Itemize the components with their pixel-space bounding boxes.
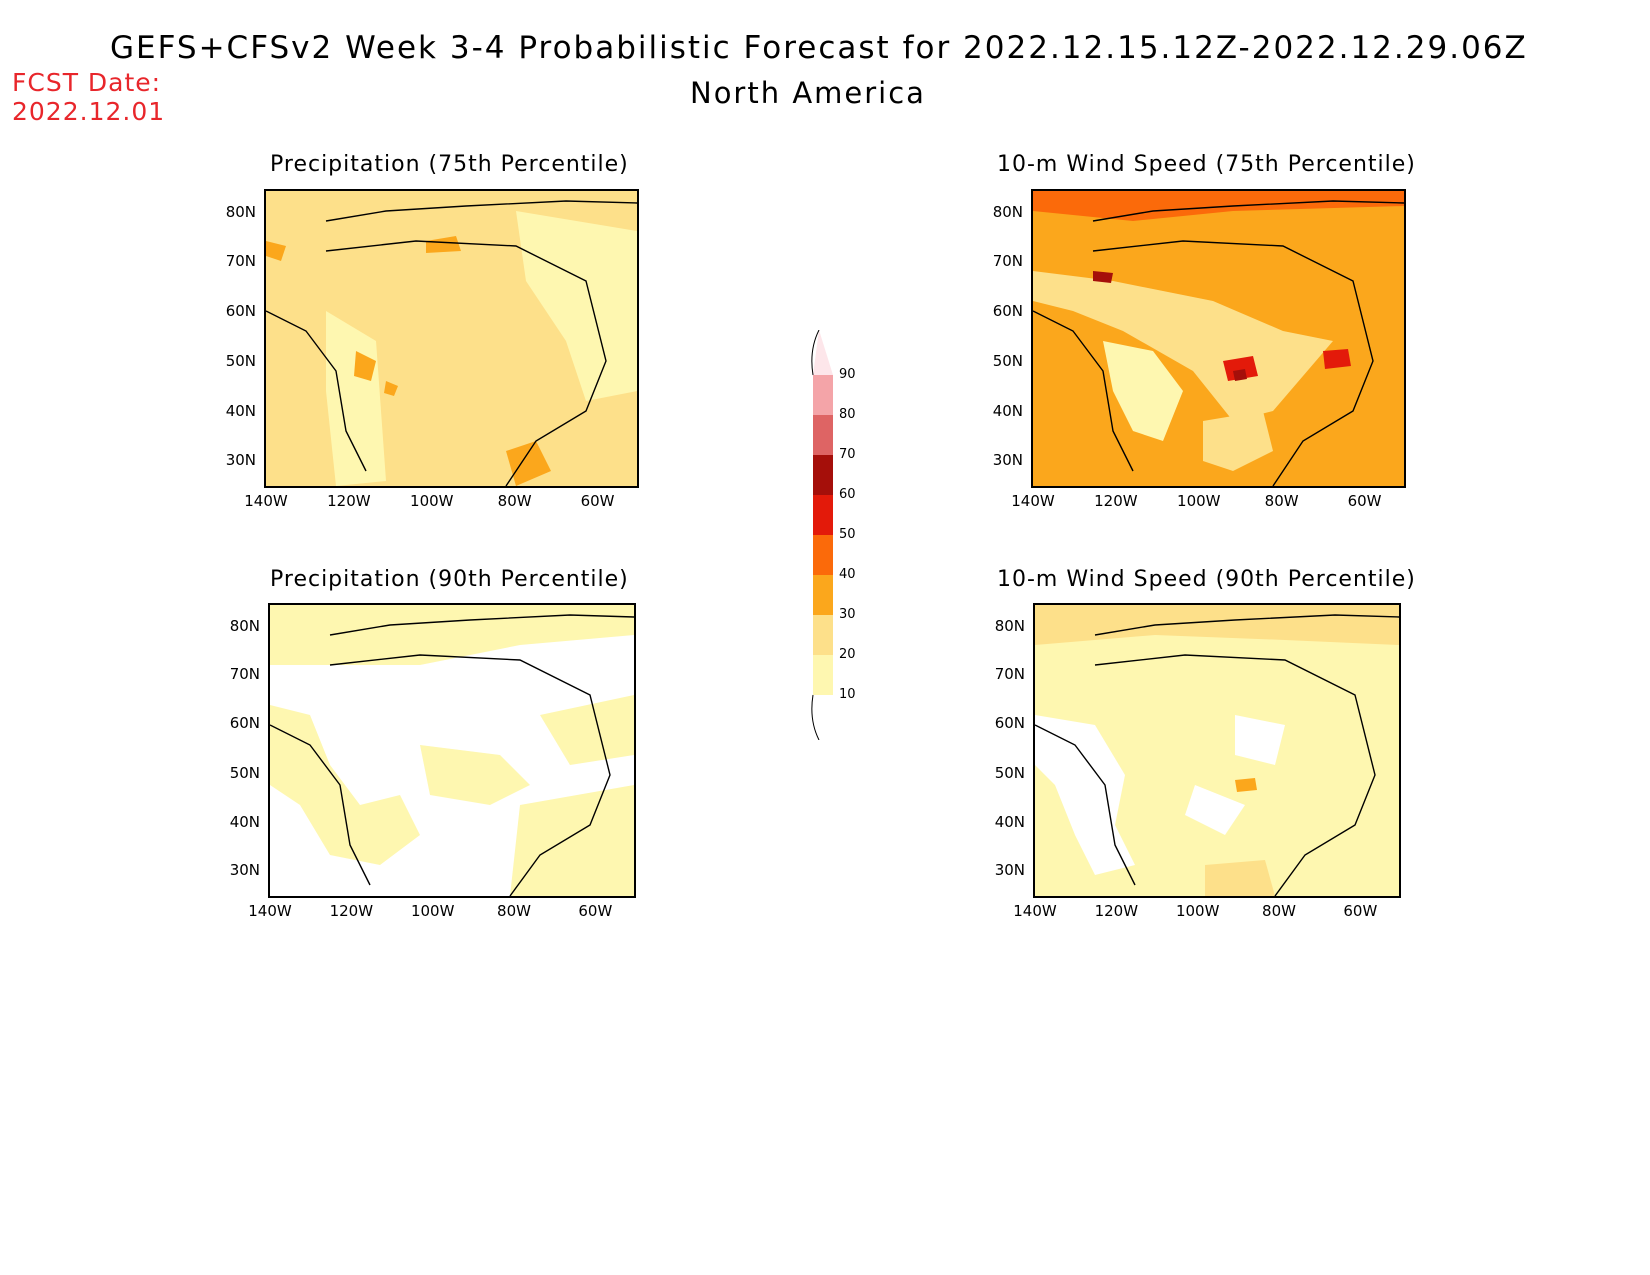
region-subtitle: North America [690, 76, 926, 110]
lat-tick-label: 40N [229, 813, 260, 832]
panel-title-wind-75: 10-m Wind Speed (75th Percentile) [997, 152, 1416, 177]
colorbar-swatch [813, 655, 833, 695]
map-wind-90 [1033, 603, 1401, 898]
lon-tick-label: 60W [1343, 902, 1378, 920]
colorbar-bottom-extension [811, 694, 820, 741]
lat-tick-label: 80N [994, 616, 1025, 635]
lat-tick-label: 80N [225, 203, 256, 221]
lon-tick-label: 100W [1177, 492, 1221, 510]
lat-tick-label: 50N [229, 763, 260, 782]
lat-tick-label: 30N [994, 861, 1025, 880]
colorbar-swatch [813, 495, 833, 535]
forecast-date: FCST Date: 2022.12.01 [12, 68, 165, 126]
lon-tick-label: 60W [578, 902, 613, 920]
lon-tick-label: 120W [1094, 492, 1138, 510]
lat-tick-label: 60N [994, 714, 1025, 733]
lon-tick-label: 140W [1011, 492, 1055, 510]
lat-tick-label: 30N [229, 861, 260, 880]
colorbar-swatch [813, 575, 833, 615]
colorbar-top-outline [811, 329, 820, 376]
lat-tick-label: 60N [225, 302, 256, 320]
lon-tick-label: 80W [497, 902, 531, 920]
lat-tick-label: 80N [229, 616, 260, 635]
fcst-date-label: FCST Date: [12, 68, 162, 97]
colorbar-label: 60 [839, 487, 856, 502]
lon-tick-label: 120W [329, 902, 374, 920]
lat-tick-label: 40N [994, 813, 1025, 832]
colorbar-svg [811, 329, 833, 741]
lat-tick-label: 60N [229, 714, 260, 733]
lat-tick-label: 40N [225, 402, 256, 420]
map-wind-75-svg [1033, 191, 1404, 486]
lon-tick-label: 80W [497, 492, 532, 510]
map-precip-75 [264, 189, 639, 488]
lat-tick-label: 30N [992, 451, 1023, 469]
lat-tick-label: 70N [994, 665, 1025, 684]
colorbar-swatch [813, 375, 833, 415]
colorbar-swatch [813, 535, 833, 575]
fcst-date-value: 2022.12.01 [12, 97, 166, 126]
colorbar: 10 20 30 40 50 60 70 80 90 [805, 329, 865, 741]
colorbar-label: 50 [839, 527, 856, 542]
lat-tick-label: 70N [992, 252, 1023, 270]
colorbar-label: 30 [839, 607, 856, 622]
lat-tick-label: 40N [992, 402, 1023, 420]
colorbar-label: 20 [839, 647, 856, 662]
figure-title: GEFS+CFSv2 Week 3-4 Probabilistic Foreca… [110, 30, 1528, 66]
colorbar-top-extension [813, 330, 833, 375]
colorbar-label: 70 [839, 447, 856, 462]
lon-tick-label: 120W [327, 492, 371, 510]
lon-tick-label: 140W [248, 902, 292, 920]
lon-tick-label: 120W [1094, 902, 1139, 920]
lat-tick-label: 70N [225, 252, 256, 270]
lat-tick-label: 50N [992, 352, 1023, 370]
lon-tick-label: 80W [1262, 902, 1296, 920]
lat-tick-label: 60N [992, 302, 1023, 320]
panel-title-precip-90: Precipitation (90th Percentile) [270, 567, 629, 592]
lon-tick-label: 100W [1175, 902, 1220, 920]
lat-tick-label: 30N [225, 451, 256, 469]
colorbar-swatch [813, 455, 833, 495]
map-precip-90-svg [270, 605, 634, 896]
colorbar-swatch [813, 615, 833, 655]
lon-tick-label: 140W [244, 492, 288, 510]
lat-tick-label: 50N [225, 352, 256, 370]
colorbar-label: 10 [839, 687, 856, 702]
map-wind-90-svg [1035, 605, 1399, 896]
colorbar-label: 90 [839, 367, 856, 382]
lon-tick-label: 60W [1347, 492, 1382, 510]
lat-tick-label: 70N [229, 665, 260, 684]
colorbar-label: 80 [839, 407, 856, 422]
colorbar-swatch [813, 415, 833, 455]
map-precip-75-svg [266, 191, 637, 486]
lat-tick-label: 80N [992, 203, 1023, 221]
panel-title-wind-90: 10-m Wind Speed (90th Percentile) [997, 567, 1416, 592]
lon-tick-label: 100W [410, 902, 455, 920]
lon-tick-label: 80W [1264, 492, 1299, 510]
lon-tick-label: 60W [580, 492, 615, 510]
lat-tick-label: 50N [994, 763, 1025, 782]
lon-tick-label: 140W [1013, 902, 1057, 920]
map-precip-90 [268, 603, 636, 898]
colorbar-label: 40 [839, 567, 856, 582]
panel-title-precip-75: Precipitation (75th Percentile) [270, 152, 629, 177]
map-wind-75 [1031, 189, 1406, 488]
lon-tick-label: 100W [410, 492, 454, 510]
